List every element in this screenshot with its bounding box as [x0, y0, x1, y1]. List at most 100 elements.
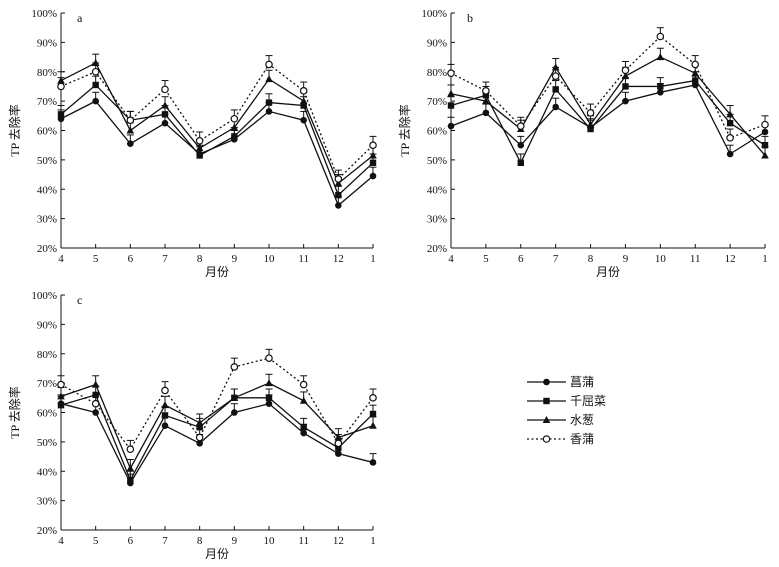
y-tick-label: 100%: [421, 8, 447, 20]
x-tick-label: 9: [232, 535, 238, 547]
marker-triangle: [230, 393, 239, 401]
series-line: [60, 84, 374, 197]
x-axis-label: 月份: [205, 547, 229, 561]
marker-triangle: [126, 126, 135, 134]
marker-open-circle: [265, 60, 273, 69]
x-tick-label: 8: [197, 253, 203, 265]
marker-circle: [196, 440, 203, 447]
marker-circle: [300, 429, 307, 437]
marker-square: [369, 159, 377, 167]
marker-open-circle: [334, 175, 343, 183]
marker-circle: [335, 202, 342, 209]
marker-triangle: [299, 97, 308, 105]
marker-triangle: [161, 101, 169, 109]
y-tick-label: 20%: [37, 525, 57, 537]
legend-label: 菖蒲: [570, 375, 594, 389]
marker-open-circle: [126, 116, 135, 125]
panel-b: 20% 30% 40% 50% 60% 70% 80% 90% 100% 4 5 6 7 8 9 10 11 12…: [397, 8, 769, 279]
marker-square: [335, 191, 342, 199]
marker-circle: [161, 422, 169, 430]
y-axis-label: TP 去除率: [7, 104, 22, 157]
y-tick-label: 30%: [427, 214, 447, 226]
marker-circle: [543, 378, 550, 386]
x-tick-label: 6: [518, 253, 524, 265]
series-香蒲: [57, 55, 377, 183]
series-line: [450, 56, 766, 156]
panel-a: 20% 30% 40% 50% 60% 70% 80% 90% 100% 4 5 6 7 8 9 10 11 12…: [7, 8, 377, 279]
marker-square: [300, 102, 307, 109]
marker-circle: [92, 409, 99, 416]
marker-open-circle: [57, 380, 65, 389]
marker-triangle: [161, 401, 169, 409]
marker-triangle: [369, 151, 377, 159]
x-tick-label: 11: [690, 253, 701, 265]
panel-label: b: [467, 11, 473, 25]
marker-square: [552, 86, 559, 93]
y-tick-label: 30%: [37, 496, 57, 508]
x-tick-label: 12: [333, 535, 344, 547]
marker-square: [622, 83, 629, 90]
marker-square: [57, 111, 65, 118]
marker-square: [127, 476, 134, 484]
marker-open-circle: [230, 363, 239, 371]
series-line: [60, 394, 374, 482]
marker-square: [587, 125, 594, 133]
marker-triangle: [656, 53, 665, 61]
marker-square: [196, 152, 203, 159]
marker-triangle: [265, 379, 273, 387]
marker-circle: [369, 459, 377, 466]
marker-circle: [726, 150, 734, 158]
panel-label: a: [77, 11, 83, 25]
y-tick-label: 50%: [37, 155, 57, 167]
x-tick-label: 9: [232, 253, 238, 265]
legend-label: 水葱: [570, 413, 594, 427]
marker-triangle: [57, 392, 65, 400]
marker-square: [231, 133, 238, 140]
marker-circle: [300, 116, 307, 124]
marker-square: [692, 77, 699, 84]
marker-open-circle: [126, 445, 135, 454]
marker-open-circle: [656, 32, 665, 41]
y-tick-label: 90%: [37, 319, 57, 331]
y-tick-label: 100%: [31, 8, 57, 20]
legend-entry: 菖蒲: [527, 375, 594, 389]
x-tick-label: 10: [264, 535, 276, 547]
marker-open-circle: [91, 67, 100, 76]
marker-circle: [92, 97, 99, 105]
marker-circle: [517, 141, 525, 149]
marker-triangle: [447, 89, 455, 97]
y-tick-label: 30%: [37, 214, 57, 226]
marker-triangle: [542, 416, 551, 423]
y-tick-label: 40%: [37, 466, 57, 478]
marker-open-circle: [621, 66, 630, 75]
marker-triangle: [726, 110, 734, 118]
marker-open-circle: [195, 136, 204, 145]
marker-open-circle: [369, 141, 377, 149]
marker-open-circle: [161, 386, 169, 395]
x-tick-label: 8: [197, 535, 203, 547]
y-tick-label: 90%: [427, 37, 447, 49]
y-tick-label: 60%: [37, 126, 57, 138]
y-tick-label: 40%: [427, 184, 447, 196]
marker-triangle: [691, 69, 700, 77]
marker-square: [161, 412, 169, 419]
legend-entry: 香蒲: [527, 432, 594, 446]
x-tick-label: 5: [483, 253, 489, 265]
marker-square: [265, 99, 273, 106]
x-tick-label: 7: [162, 535, 168, 547]
y-tick-label: 40%: [37, 184, 57, 196]
marker-open-circle: [482, 87, 490, 95]
marker-triangle: [265, 75, 273, 83]
marker-square: [517, 159, 524, 167]
x-tick-label: 12: [333, 253, 344, 265]
marker-triangle: [586, 120, 595, 128]
legend-entry: 千屈菜: [527, 394, 606, 408]
x-tick-label: 12: [725, 253, 736, 265]
y-tick-label: 50%: [37, 437, 57, 449]
x-tick-label: 10: [655, 253, 667, 265]
marker-triangle: [91, 380, 100, 388]
x-tick-label: 11: [298, 253, 309, 265]
y-tick-label: 100%: [31, 290, 57, 302]
series-line: [450, 79, 766, 165]
